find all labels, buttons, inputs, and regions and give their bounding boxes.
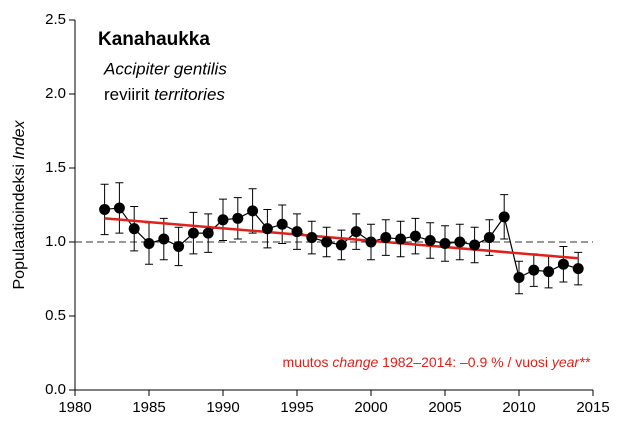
x-tick-label: 2015 [576, 399, 609, 416]
data-point [202, 227, 214, 239]
data-point [572, 263, 584, 275]
data-point [365, 236, 377, 248]
y-label-part: Index [11, 119, 28, 159]
data-point [128, 223, 140, 235]
species: Accipiter gentilis [103, 59, 227, 78]
data-point [306, 232, 318, 244]
data-point [395, 233, 407, 245]
annotation-part: 1982–2014: –0.9 % / vuosi [378, 354, 552, 370]
y-tick-label: 1.0 [45, 233, 66, 250]
x-tick-label: 1990 [206, 399, 239, 416]
data-point [276, 218, 288, 230]
data-point [498, 211, 510, 223]
data-point [335, 239, 347, 251]
data-point [513, 272, 525, 284]
data-point [187, 227, 199, 239]
annotation: muutos change 1982–2014: –0.9 % / vuosi … [283, 354, 591, 370]
subtitle-part: territories [154, 85, 225, 104]
subtitle: reviirit territories [104, 85, 225, 104]
data-point [173, 240, 185, 252]
data-point [232, 212, 244, 224]
data-point [469, 239, 481, 251]
data-point [350, 226, 362, 238]
data-point [409, 230, 421, 242]
x-tick-label: 2005 [428, 399, 461, 416]
data-point [528, 264, 540, 276]
y-axis-label: Populaatioindeksi Index [11, 119, 28, 289]
data-point [113, 202, 125, 214]
data-point [424, 235, 436, 247]
y-tick-label: 1.5 [45, 159, 66, 176]
data-point [291, 226, 303, 238]
data-point [380, 232, 392, 244]
x-tick-label: 1995 [280, 399, 313, 416]
data-point [483, 232, 495, 244]
annotation-part: change [332, 354, 378, 370]
data-point [439, 237, 451, 249]
data-point [99, 203, 111, 215]
annotation-part: year** [551, 354, 591, 370]
data-point [158, 233, 170, 245]
data-point [217, 214, 229, 226]
y-tick-label: 0.5 [45, 307, 66, 324]
data-point [543, 266, 555, 278]
data-point [321, 236, 333, 248]
annotation-part: muutos [283, 354, 333, 370]
y-tick-label: 2.0 [45, 85, 66, 102]
x-tick-label: 2000 [354, 399, 387, 416]
trend-line [104, 217, 579, 260]
y-tick-label: 2.5 [45, 11, 66, 28]
y-tick-label: 0.0 [45, 381, 66, 398]
x-tick-label: 2010 [502, 399, 535, 416]
y-label-part: Populaatioindeksi [11, 160, 28, 290]
data-point [247, 205, 259, 217]
data-point [454, 236, 466, 248]
x-tick-label: 1980 [58, 399, 91, 416]
chart-title: Kanahaukka [98, 29, 210, 50]
data-point [261, 223, 273, 235]
subtitle-part: reviirit [104, 85, 154, 104]
x-tick-label: 1985 [132, 399, 165, 416]
data-point [557, 258, 569, 270]
data-point [143, 237, 155, 249]
